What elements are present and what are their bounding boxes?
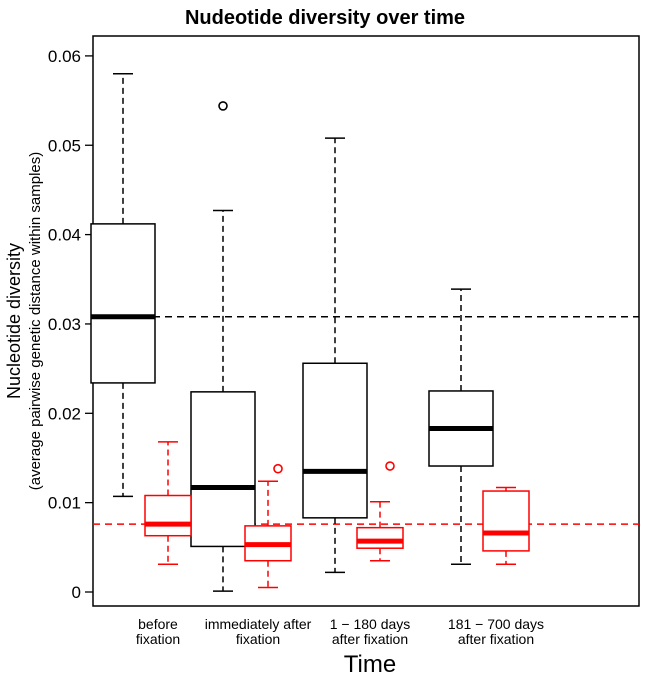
box-group bbox=[144, 441, 192, 566]
box-iqr bbox=[190, 391, 256, 548]
box-iqr bbox=[482, 490, 530, 552]
y-tick-label: 0.01 bbox=[48, 494, 81, 513]
x-category-label: fixation bbox=[236, 631, 280, 647]
box-group bbox=[244, 463, 292, 589]
y-tick-label: 0.02 bbox=[48, 404, 81, 423]
x-category-label: fixation bbox=[136, 631, 180, 647]
box-iqr bbox=[302, 362, 368, 519]
y-tick-label: 0.06 bbox=[48, 47, 81, 66]
box-group bbox=[356, 461, 404, 562]
chart-title: Nudeotide diversity over time bbox=[185, 7, 465, 29]
box-group bbox=[428, 288, 494, 566]
box-iqr bbox=[144, 494, 192, 537]
y-tick-label: 0.03 bbox=[48, 315, 81, 334]
box-group bbox=[90, 73, 156, 498]
y-tick-label: 0 bbox=[72, 583, 81, 602]
box-iqr bbox=[90, 223, 156, 384]
box-group bbox=[302, 137, 368, 574]
y-axis-title: Nucleotide diversity bbox=[4, 243, 24, 399]
x-category-label: after fixation bbox=[458, 631, 534, 647]
y-axis-subtitle: (average pairwise genetic distance withi… bbox=[27, 152, 44, 491]
x-category-label: 181 − 700 days bbox=[448, 616, 544, 632]
y-tick-label: 0.04 bbox=[48, 226, 81, 245]
box-iqr bbox=[356, 526, 404, 549]
box-group bbox=[190, 101, 256, 592]
x-category-label: before bbox=[138, 616, 178, 632]
y-axis: 0 0.01 0.02 0.03 0.04 0.05 0.06 bbox=[48, 47, 93, 602]
box-series bbox=[90, 73, 530, 592]
x-category-label: after fixation bbox=[332, 631, 408, 647]
x-category-label: 1 − 180 days bbox=[330, 616, 411, 632]
x-category-label: immediately after bbox=[205, 616, 312, 632]
y-tick-label: 0.05 bbox=[48, 136, 81, 155]
outlier-point bbox=[273, 463, 283, 474]
outlier-point bbox=[385, 461, 395, 471]
outlier-point bbox=[218, 101, 228, 111]
box-group bbox=[482, 486, 530, 566]
x-axis-title: Time bbox=[344, 651, 396, 678]
